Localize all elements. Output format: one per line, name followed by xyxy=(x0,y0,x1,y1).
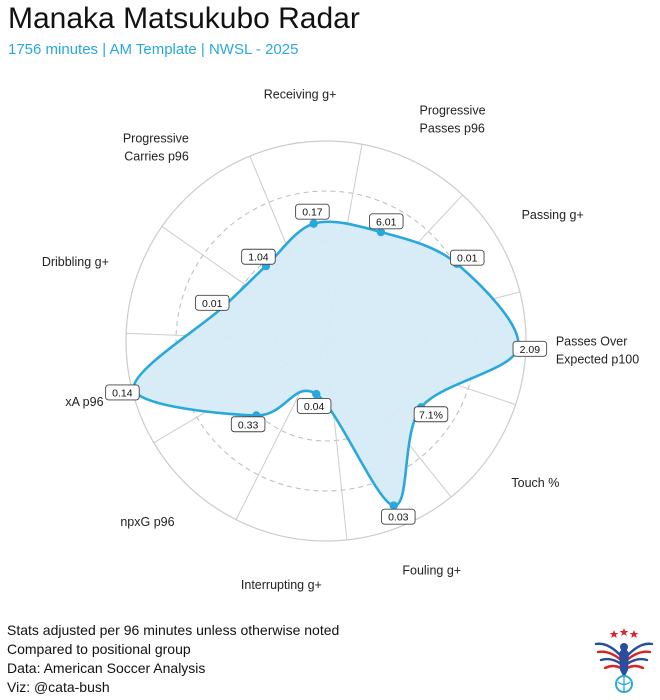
value-label-box xyxy=(512,340,548,357)
page-title: Manaka Matsukubo Radar xyxy=(8,2,360,35)
value-label: 0.01 xyxy=(457,253,478,265)
axis-label: Passing g+ xyxy=(522,208,584,222)
eagle-logo-icon xyxy=(594,628,654,693)
value-label: 0.04 xyxy=(304,401,325,413)
axis-label: Progressive Passes p96 xyxy=(420,103,486,135)
value-label: 0.01 xyxy=(202,298,223,310)
footer-line: Data: American Soccer Analysis xyxy=(7,660,206,676)
radar-point xyxy=(376,227,386,237)
value-label: 7.1% xyxy=(419,409,443,421)
value-label: 1.04 xyxy=(248,252,269,264)
footer-notes: Stats adjusted per 96 minutes unless oth… xyxy=(7,621,339,697)
value-label-box xyxy=(105,384,140,401)
value-label-box xyxy=(381,508,416,525)
page-subtitle: 1756 minutes | AM Template | NWSL - 2025 xyxy=(8,41,299,58)
value-label: 0.14 xyxy=(112,387,133,399)
value-label-box xyxy=(413,406,449,423)
radar-chart: 0.17 6.01 0.01 2.09 7.1% 0.03 0.04 0.33 0.14 0.01… xyxy=(42,87,639,592)
value-label-box xyxy=(369,213,404,230)
axis-label: Touch % xyxy=(511,476,559,490)
footer-line: Viz: @cata-bush xyxy=(7,679,110,695)
value-label: 0.17 xyxy=(302,207,323,219)
axis-label: Dribbling g+ xyxy=(42,255,109,269)
value-label-box xyxy=(230,416,266,433)
value-label-box xyxy=(194,294,230,311)
axis-label: Fouling g+ xyxy=(402,563,461,577)
logo-stars xyxy=(609,628,639,638)
footer-line: Compared to positional group xyxy=(7,641,191,657)
value-label-box xyxy=(295,203,330,220)
axis-label: Receiving g+ xyxy=(264,87,337,101)
radar-point xyxy=(312,389,321,399)
axis-label: Progressive Carries p96 xyxy=(123,132,189,164)
radar-point xyxy=(309,219,318,228)
radar-point xyxy=(389,501,398,510)
value-label: 6.01 xyxy=(376,216,397,228)
axis-label: Interrupting g+ xyxy=(241,578,322,592)
value-label: 0.03 xyxy=(388,512,409,524)
value-label-box xyxy=(449,249,485,266)
logo-wings xyxy=(594,642,654,670)
value-label: 0.33 xyxy=(238,419,259,431)
axis-label: npxG p96 xyxy=(120,515,174,529)
axis-label: xA p96 xyxy=(65,395,103,409)
value-label-box xyxy=(296,397,332,414)
value-label-box xyxy=(241,248,276,265)
axis-label: Passes Over Expected p100 xyxy=(556,334,639,366)
footer-line: Stats adjusted per 96 minutes unless oth… xyxy=(7,622,340,638)
logo-body xyxy=(619,646,629,678)
value-label: 2.09 xyxy=(520,344,541,356)
